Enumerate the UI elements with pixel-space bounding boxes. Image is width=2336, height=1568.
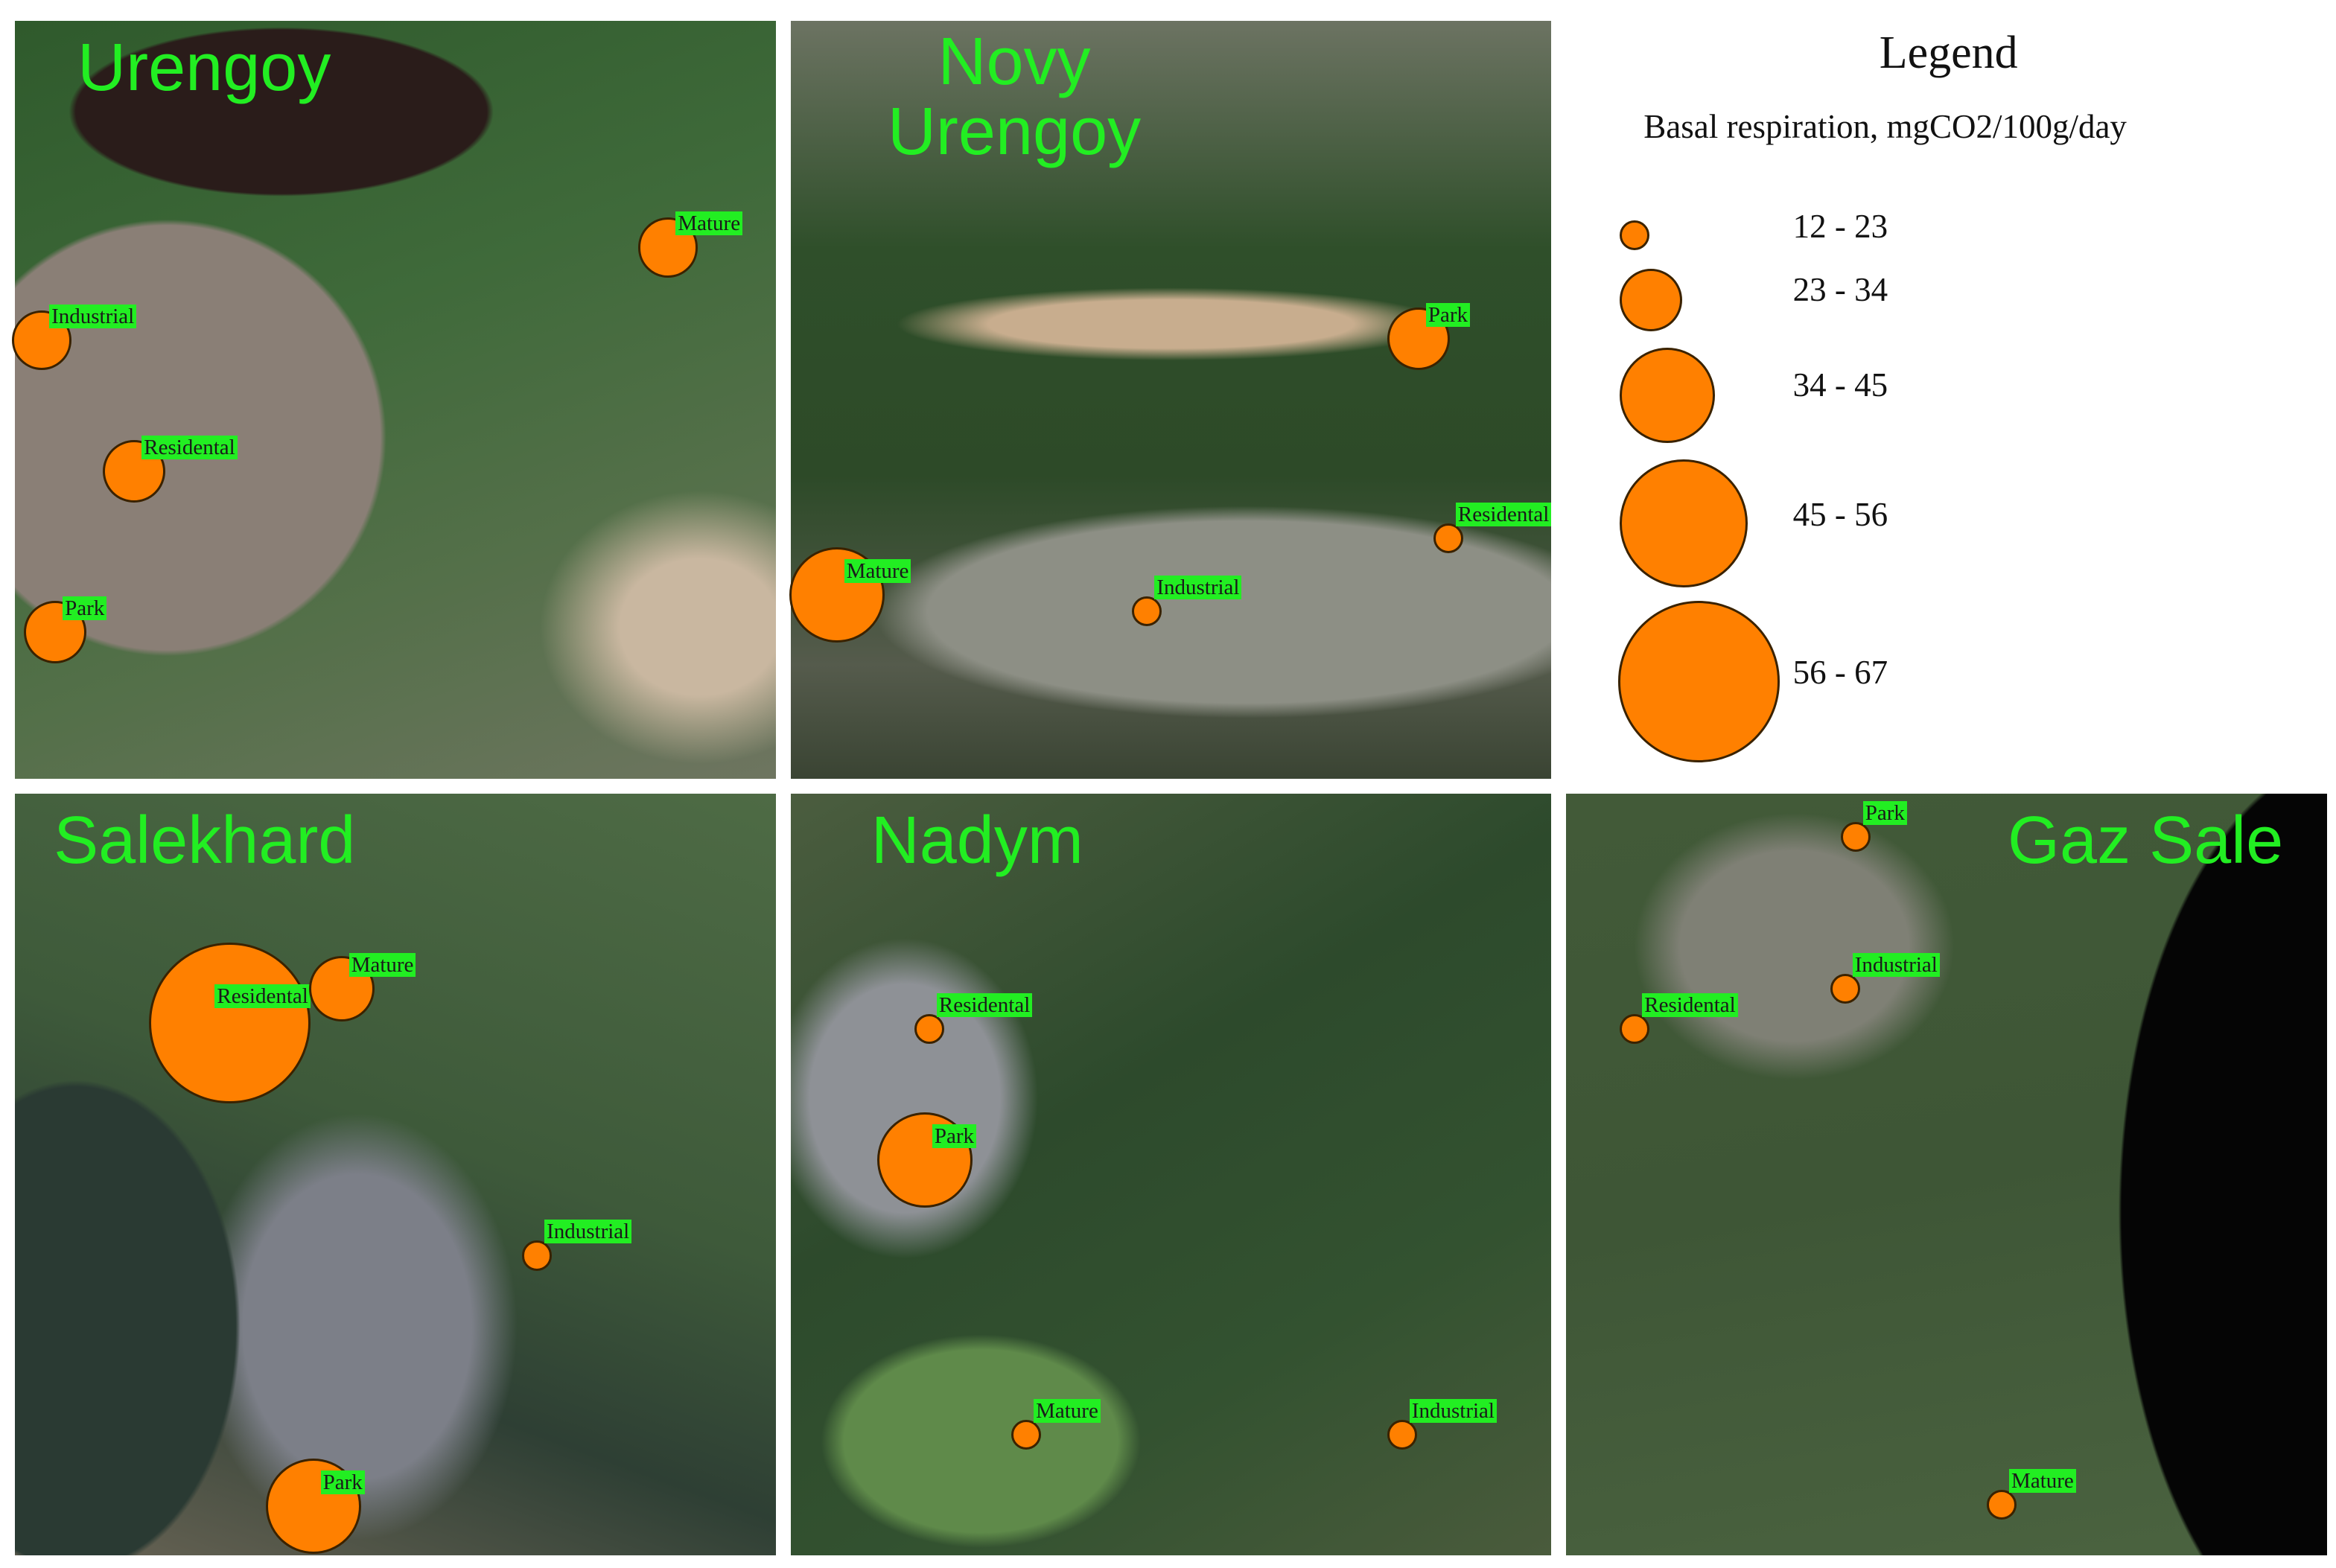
site-marker (1986, 1489, 2017, 1520)
site-label: Mature (844, 559, 911, 584)
site-label: Residental (936, 993, 1033, 1018)
site-label: Mature (2009, 1468, 2076, 1493)
legend-class-label: 34 - 45 (1792, 366, 1888, 404)
site-marker (522, 1240, 553, 1271)
legend-class-label: 12 - 23 (1792, 208, 1888, 246)
site-marker (1840, 821, 1871, 852)
site-marker (1433, 523, 1463, 554)
legend-subtitle: Basal respiration, mgCO2/100g/day (1643, 108, 2127, 146)
site-marker (1011, 1419, 1042, 1450)
legend-symbol (1618, 601, 1780, 762)
site-marker (914, 1014, 944, 1045)
site-label: Mature (1034, 1398, 1101, 1423)
site-marker (1387, 307, 1450, 370)
site-label: Park (932, 1124, 977, 1149)
legend-class-label: 23 - 34 (1792, 270, 1888, 308)
site-marker (308, 955, 375, 1022)
site-marker (1387, 1419, 1417, 1450)
map-panel (15, 793, 776, 1556)
legend-symbol (1620, 347, 1716, 443)
city-name: Urengoy (77, 31, 331, 106)
site-marker (1830, 973, 1860, 1004)
site-label: Industrial (1409, 1398, 1497, 1423)
legend-symbol (1620, 268, 1683, 331)
city-name: Novy Urengoy (887, 25, 1142, 170)
site-label: Industrial (544, 1220, 632, 1244)
map-panel (15, 21, 776, 779)
site-label: Park (1862, 800, 1907, 825)
site-label: Park (320, 1470, 365, 1494)
site-label: Industrial (1154, 576, 1242, 600)
site-label: Mature (349, 952, 416, 977)
site-label: Residental (1455, 503, 1552, 527)
site-marker (265, 1458, 361, 1555)
city-name: Nadym (871, 803, 1083, 878)
site-label: Industrial (49, 304, 137, 328)
city-name: Salekhard (54, 803, 356, 878)
legend-class-label: 56 - 67 (1792, 654, 1888, 692)
map-panel (1566, 793, 2327, 1556)
legend-symbol (1620, 220, 1650, 251)
site-label: Park (63, 596, 107, 621)
site-marker (1620, 1014, 1650, 1045)
site-label: Residental (141, 435, 238, 459)
site-label: Residental (214, 984, 311, 1008)
map-panel (790, 21, 1552, 779)
legend-symbol (1620, 459, 1748, 588)
site-label: Park (1425, 302, 1471, 327)
legend-title: Legend (1879, 28, 2018, 79)
legend: Legend Basal respiration, mgCO2/100g/day 1… (1566, 21, 2327, 779)
site-label: Industrial (1852, 952, 1940, 977)
legend-class-label: 45 - 56 (1792, 496, 1888, 534)
site-marker (1132, 596, 1162, 627)
site-label: Mature (675, 211, 743, 236)
city-name: Gaz Sale (2008, 803, 2284, 878)
site-marker (149, 942, 311, 1104)
site-label: Residental (1642, 993, 1738, 1018)
